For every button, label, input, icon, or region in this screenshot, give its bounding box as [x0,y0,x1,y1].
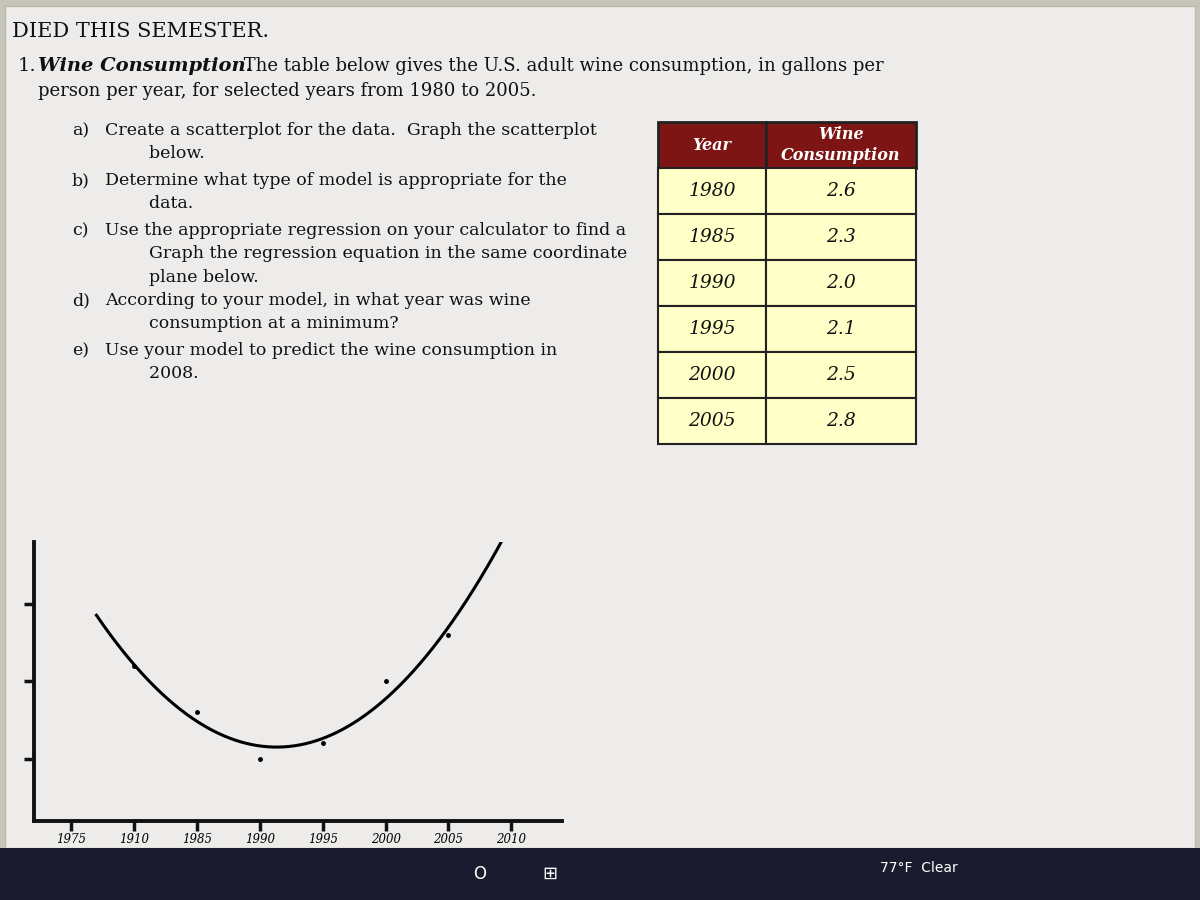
Text: 77°F  Clear: 77°F Clear [880,861,958,875]
Text: DIED THIS SEMESTER.: DIED THIS SEMESTER. [12,22,269,41]
Text: 1995: 1995 [689,320,736,338]
Text: 1980: 1980 [689,182,736,200]
Text: According to your model, in what year was wine
        consumption at a minimum?: According to your model, in what year wa… [106,292,530,332]
Text: Create a scatterplot for the data.  Graph the scatterplot
        below.: Create a scatterplot for the data. Graph… [106,122,596,163]
FancyBboxPatch shape [658,352,766,398]
FancyBboxPatch shape [766,352,916,398]
FancyBboxPatch shape [658,214,766,260]
Text: 2.5: 2.5 [826,366,856,384]
Text: 2000: 2000 [689,366,736,384]
FancyBboxPatch shape [0,848,1200,900]
FancyBboxPatch shape [658,168,766,214]
Text: Year: Year [692,137,732,154]
FancyBboxPatch shape [5,6,1195,848]
Text: b): b) [72,172,90,189]
Text: e): e) [72,342,89,359]
Text: The table below gives the U.S. adult wine consumption, in gallons per: The table below gives the U.S. adult win… [238,57,883,75]
Text: Determine what type of model is appropriate for the
        data.: Determine what type of model is appropri… [106,172,566,212]
FancyBboxPatch shape [766,398,916,444]
Text: person per year, for selected years from 1980 to 2005.: person per year, for selected years from… [38,82,536,100]
Text: Use the appropriate regression on your calculator to find a
        Graph the re: Use the appropriate regression on your c… [106,222,628,286]
Text: Wine
Consumption: Wine Consumption [781,126,901,164]
Text: Wine Consumption.: Wine Consumption. [38,57,252,75]
Text: 2.6: 2.6 [826,182,856,200]
Text: ⊞: ⊞ [542,865,558,883]
FancyBboxPatch shape [766,214,916,260]
Text: 1.: 1. [18,57,37,75]
FancyBboxPatch shape [766,122,916,168]
Text: 2.8: 2.8 [826,412,856,430]
FancyBboxPatch shape [658,306,766,352]
Text: 1990: 1990 [689,274,736,292]
Text: d): d) [72,292,90,309]
Text: a): a) [72,122,89,139]
Text: Use your model to predict the wine consumption in
        2008.: Use your model to predict the wine consu… [106,342,557,382]
Text: 2.0: 2.0 [826,274,856,292]
FancyBboxPatch shape [658,398,766,444]
FancyBboxPatch shape [766,260,916,306]
Text: 2.1: 2.1 [826,320,856,338]
FancyBboxPatch shape [658,260,766,306]
Text: 2.3: 2.3 [826,228,856,246]
FancyBboxPatch shape [766,168,916,214]
Text: 2005: 2005 [689,412,736,430]
Text: c): c) [72,222,89,239]
FancyBboxPatch shape [766,306,916,352]
FancyBboxPatch shape [658,122,766,168]
Text: O: O [474,865,486,883]
Text: 1985: 1985 [689,228,736,246]
